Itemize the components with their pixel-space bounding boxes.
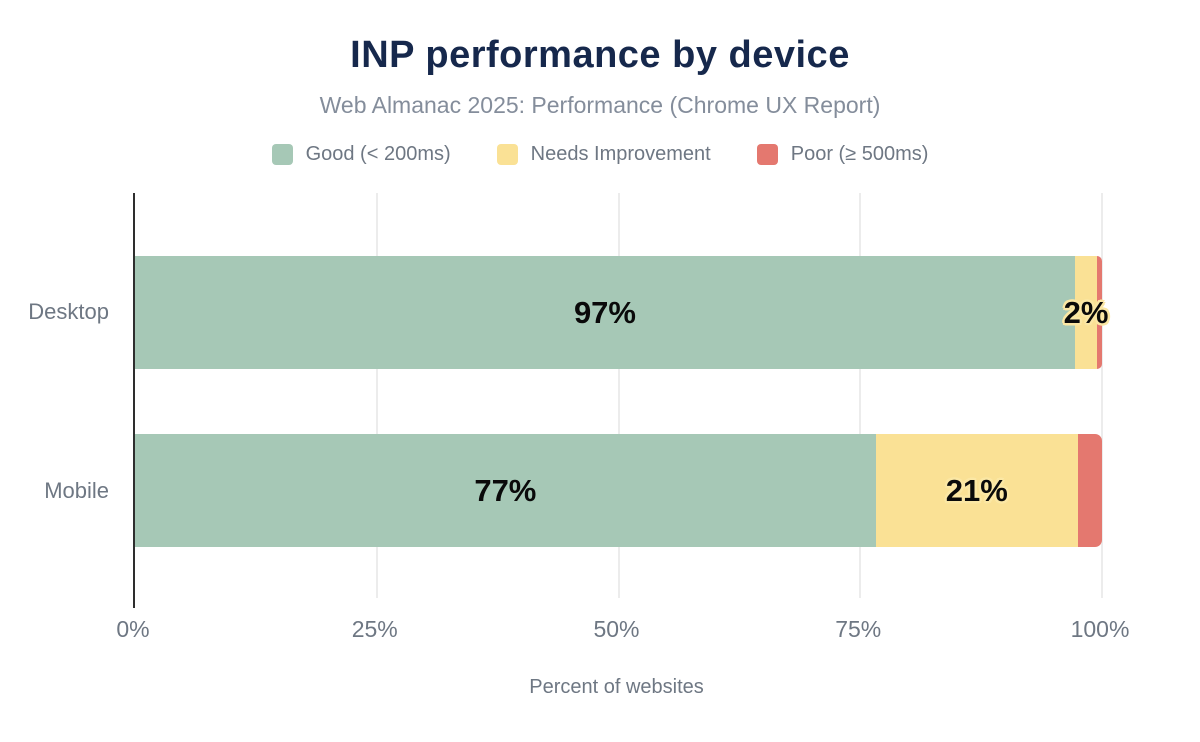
x-axis-title: Percent of websites — [529, 676, 704, 698]
bar-segment-desktop-1: 2% — [1064, 256, 1108, 369]
gridline-100 — [1101, 193, 1103, 598]
legend-item-label: Poor (≥ 500ms) — [790, 143, 929, 165]
gridline-50 — [617, 193, 620, 598]
bar-segment-mobile-0: 77% — [135, 434, 876, 547]
x-tick-50: 50% — [593, 616, 640, 642]
bar-segment-desktop-0: 97% — [135, 256, 1075, 369]
legend-item-1: Needs Improvement — [496, 143, 711, 166]
bar-value-label: 2% — [1063, 294, 1109, 330]
gridline-25 — [375, 193, 378, 598]
bar-desktop: 97% 2% — [135, 256, 1108, 369]
bar-mobile: 77% 21% — [135, 434, 1102, 547]
bar-segment-mobile-2 — [1077, 434, 1102, 547]
legend-swatch-icon — [756, 144, 778, 165]
bar-value-label: 97% — [573, 294, 636, 330]
chart-subtitle: Web Almanac 2025: Performance (Chrome UX… — [319, 92, 881, 118]
bar-segment-desktop-2 — [1097, 256, 1102, 369]
x-tick-75: 75% — [835, 616, 882, 642]
bar-value-label: 21% — [945, 472, 1008, 508]
x-tick-25: 25% — [351, 616, 398, 642]
chart-legend: Good (< 200ms) Needs Improvement Poor (≥ 5… — [0, 143, 1200, 166]
bar-segment-mobile-1: 21% — [875, 434, 1078, 547]
legend-item-label: Needs Improvement — [530, 143, 711, 165]
legend-item-label: Good (< 200ms) — [305, 143, 451, 165]
plot-area: 97% 2% 77% 21% — [133, 193, 1108, 608]
x-axis-ticks: 0% 25% 50% 75% 100% — [116, 616, 1129, 646]
legend-item-2: Poor (≥ 500ms) — [756, 143, 929, 166]
legend-swatch-icon — [271, 144, 293, 165]
category-label-desktop: Desktop — [28, 299, 109, 324]
legend-swatch-icon — [496, 144, 518, 165]
gridline-75 — [859, 193, 862, 598]
bar-value-label: 77% — [474, 472, 537, 508]
y-axis-labels: Desktop Mobile — [0, 193, 121, 608]
x-tick-100: 100% — [1070, 616, 1130, 642]
chart-title: INP performance by device — [350, 34, 850, 76]
x-tick-0: 0% — [116, 616, 150, 642]
legend-item-0: Good (< 200ms) — [271, 143, 451, 166]
category-label-mobile: Mobile — [44, 478, 109, 503]
